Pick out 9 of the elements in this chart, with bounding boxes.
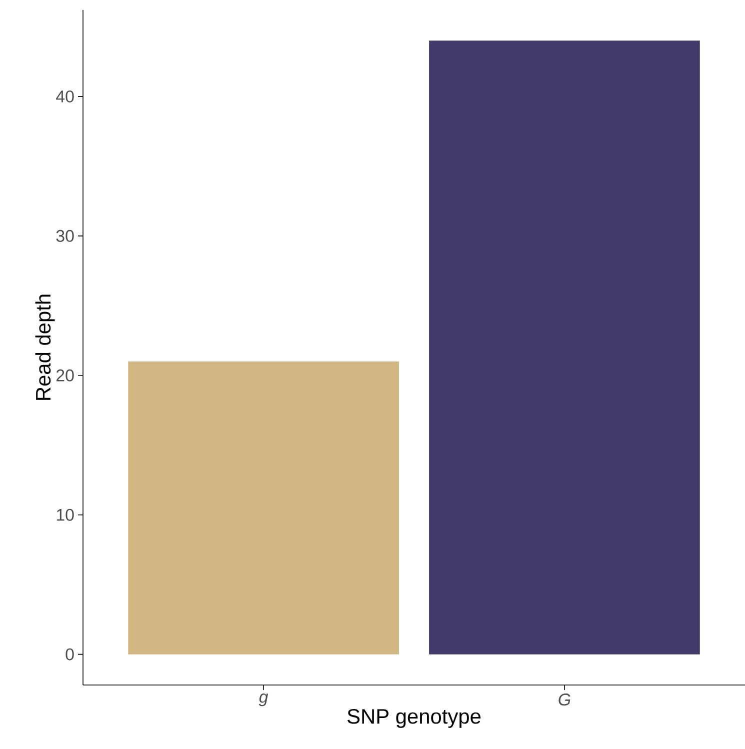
x-tick-label: G (558, 694, 570, 706)
y-axis-title: Read depth (35, 294, 55, 400)
x-tick-label: g (258, 694, 268, 706)
x-axis-title: SNP genotype (348, 708, 480, 728)
y-tick-label: 0 (66, 648, 74, 660)
y-tick-label: 30 (56, 230, 74, 242)
y-tick-label: 40 (56, 90, 74, 102)
y-tick-label: 10 (56, 508, 74, 521)
y-tick-label: 20 (56, 369, 74, 382)
